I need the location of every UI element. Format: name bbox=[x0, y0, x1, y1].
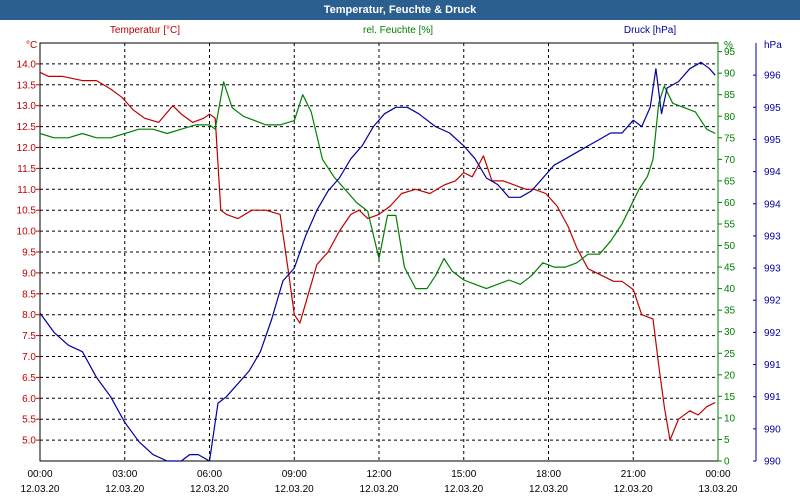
x-tick-date: 12.03.20 bbox=[105, 484, 144, 495]
temperature-tick-label: 13.0 bbox=[17, 101, 37, 112]
pressure-series-line bbox=[39, 61, 716, 462]
pressure-tick-label: 990 bbox=[764, 457, 781, 468]
x-tick-time: 06:00 bbox=[197, 469, 222, 480]
temperature-tick-label: 11.0 bbox=[17, 185, 36, 196]
chart-title-bar: Temperatur, Feuchte & Druck bbox=[0, 0, 800, 20]
humidity-ticks: 0 5 10 15 20 25 30 35 40 45 50 55 60 65 70 75 80 85 90 95 bbox=[717, 43, 736, 468]
chart-title: Temperatur, Feuchte & Druck bbox=[323, 4, 477, 16]
x-tick-time: 12:00 bbox=[366, 469, 391, 480]
pressure-tick-label: 991 bbox=[764, 360, 781, 371]
temperature-tick-label: 9.0 bbox=[22, 268, 36, 279]
humidity-tick-label: 75 bbox=[724, 133, 736, 144]
pressure-tick-label: 991 bbox=[764, 392, 781, 403]
humidity-tick-label: 85 bbox=[724, 90, 736, 101]
temperature-tick-label: 13.5 bbox=[17, 80, 37, 91]
humidity-tick-label: 80 bbox=[724, 112, 736, 123]
temperature-tick-label: 14.0 bbox=[17, 59, 37, 70]
humidity-tick-label: 55 bbox=[724, 219, 736, 230]
pressure-tick-label: 990 bbox=[764, 424, 781, 435]
temperature-tick-label: 7.0 bbox=[22, 352, 36, 363]
temperature-unit-label: °C bbox=[26, 40, 37, 51]
temperature-tick-label: 8.0 bbox=[22, 310, 36, 321]
humidity-tick-label: 65 bbox=[724, 176, 736, 187]
humidity-unit-label: % bbox=[724, 40, 733, 51]
humidity-tick-label: 40 bbox=[724, 284, 736, 295]
temperature-tick-label: 9.5 bbox=[22, 248, 36, 259]
x-tick-time: 09:00 bbox=[282, 469, 307, 480]
axis-titles: Temperatur [°C] rel. Feuchte [%] Druck [… bbox=[26, 25, 782, 51]
humidity-tick-label: 50 bbox=[724, 241, 736, 252]
x-tick-time: 00:00 bbox=[27, 469, 52, 480]
x-tick-date: 12.03.20 bbox=[360, 484, 399, 495]
temperature-tick-label: 5.5 bbox=[22, 415, 36, 426]
pressure-ticks: 990 990 991 991 992 992 993 993 994 994 995 995 996 bbox=[753, 43, 781, 468]
pressure-tick-label: 993 bbox=[764, 231, 781, 242]
humidity-tick-label: 20 bbox=[724, 370, 736, 381]
temperature-axis-title: Temperatur [°C] bbox=[110, 25, 180, 36]
humidity-tick-label: 45 bbox=[724, 263, 736, 274]
temperature-tick-label: 10.0 bbox=[17, 227, 37, 238]
humidity-tick-label: 30 bbox=[724, 327, 736, 338]
pressure-tick-label: 996 bbox=[764, 71, 781, 82]
temperature-tick-label: 10.5 bbox=[17, 206, 37, 217]
pressure-tick-label: 992 bbox=[764, 328, 781, 339]
humidity-tick-label: 70 bbox=[724, 155, 736, 166]
chart-canvas: Temperatur [°C] rel. Feuchte [%] Druck [… bbox=[17, 25, 783, 495]
pressure-unit-label: hPa bbox=[764, 40, 782, 51]
humidity-tick-label: 5 bbox=[724, 435, 730, 446]
humidity-tick-label: 25 bbox=[724, 349, 736, 360]
humidity-tick-label: 60 bbox=[724, 198, 736, 209]
x-tick-time: 18:00 bbox=[536, 469, 561, 480]
temperature-tick-label: 6.5 bbox=[22, 373, 36, 384]
humidity-tick-label: 35 bbox=[724, 306, 736, 317]
series bbox=[39, 61, 716, 462]
x-tick-time: 03:00 bbox=[112, 469, 137, 480]
pressure-tick-label: 995 bbox=[764, 135, 781, 146]
x-tick-date: 12.03.20 bbox=[614, 484, 653, 495]
pressure-tick-label: 994 bbox=[764, 199, 781, 210]
temperature-tick-label: 11.5 bbox=[17, 164, 36, 175]
pressure-axis-title: Druck [hPa] bbox=[624, 25, 676, 36]
pressure-tick-label: 992 bbox=[764, 296, 781, 307]
temperature-tick-label: 6.0 bbox=[22, 394, 36, 405]
temperature-ticks: 5.0 5.5 6.0 6.5 7.0 7.5 8.0 8.5 9.0 9.5 10.0 10.5 11… bbox=[17, 59, 40, 447]
humidity-tick-label: 10 bbox=[724, 413, 736, 424]
pressure-tick-label: 993 bbox=[764, 264, 781, 275]
x-tick-time: 00:00 bbox=[705, 469, 730, 480]
humidity-tick-label: 90 bbox=[724, 69, 736, 80]
pressure-tick-label: 995 bbox=[764, 103, 781, 114]
humidity-tick-label: 95 bbox=[724, 47, 736, 58]
temperature-tick-label: 12.5 bbox=[17, 122, 37, 133]
temperature-tick-label: 7.5 bbox=[22, 331, 36, 342]
x-tick-date: 12.03.20 bbox=[529, 484, 568, 495]
x-tick-date: 12.03.20 bbox=[444, 484, 483, 495]
x-tick-date: 12.03.20 bbox=[190, 484, 229, 495]
x-tick-date: 12.03.20 bbox=[21, 484, 60, 495]
humidity-axis-title: rel. Feuchte [%] bbox=[363, 25, 433, 36]
x-tick-time: 21:00 bbox=[621, 469, 646, 480]
x-tick-time: 15:00 bbox=[451, 469, 476, 480]
temperature-tick-label: 8.5 bbox=[22, 289, 36, 300]
humidity-tick-label: 15 bbox=[724, 392, 736, 403]
temperature-tick-label: 5.0 bbox=[22, 436, 36, 447]
humidity-tick-label: 0 bbox=[724, 457, 730, 468]
x-axis-ticks: 00:00 12.03.20 03:00 12.03.20 06:00 12.03.20 0… bbox=[21, 469, 738, 495]
temperature-series-line bbox=[39, 71, 716, 441]
temperature-tick-label: 12.0 bbox=[17, 143, 37, 154]
humidity-series-line bbox=[39, 81, 716, 290]
x-tick-date: 12.03.20 bbox=[275, 484, 314, 495]
pressure-tick-label: 994 bbox=[764, 167, 781, 178]
grid bbox=[40, 43, 718, 461]
x-tick-date: 13.03.20 bbox=[699, 484, 738, 495]
